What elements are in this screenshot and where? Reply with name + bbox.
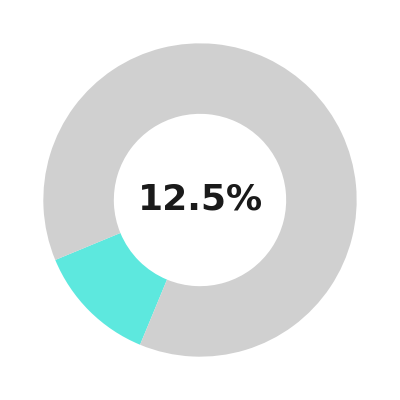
- Wedge shape: [55, 233, 167, 345]
- Wedge shape: [43, 43, 357, 357]
- Text: 12.5%: 12.5%: [138, 183, 262, 217]
